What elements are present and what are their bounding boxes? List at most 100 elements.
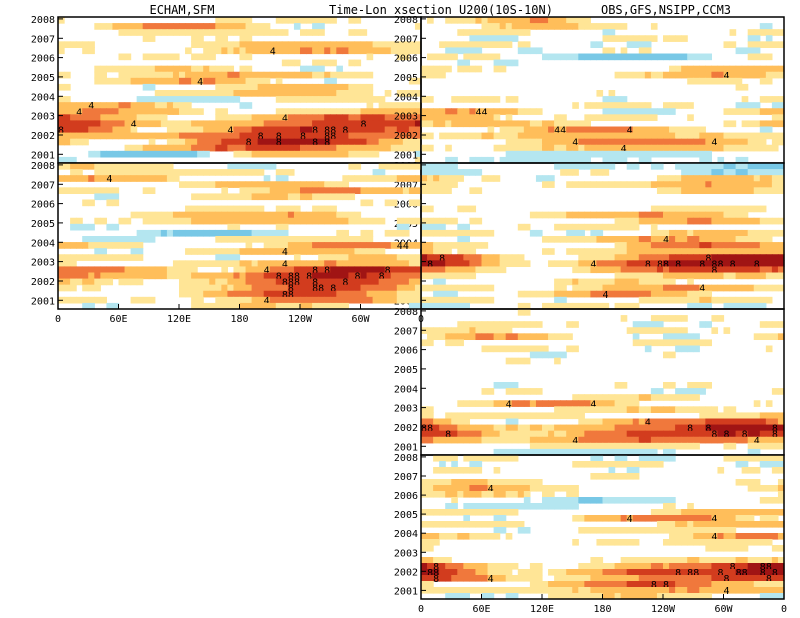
x-tick-label: 120W bbox=[288, 314, 313, 325]
heatmap-cell bbox=[239, 296, 247, 304]
heatmap-cell bbox=[620, 527, 628, 534]
heatmap-cell bbox=[620, 430, 628, 438]
heatmap-cell bbox=[705, 248, 712, 255]
heatmap-cell bbox=[469, 242, 477, 249]
heatmap-cell bbox=[632, 327, 640, 334]
heatmap-cell bbox=[263, 284, 271, 292]
heatmap-cell bbox=[777, 581, 785, 588]
heatmap-cell bbox=[596, 90, 604, 97]
heatmap-cell bbox=[596, 278, 604, 286]
x-tick-label: 60E bbox=[472, 604, 490, 615]
heatmap-cell bbox=[499, 345, 507, 353]
heatmap-cell bbox=[233, 254, 241, 261]
heatmap-cell bbox=[644, 448, 652, 456]
heatmap-cell bbox=[717, 587, 725, 594]
heatmap-cell bbox=[58, 187, 65, 195]
heatmap-cell bbox=[717, 412, 725, 420]
heatmap-cell bbox=[293, 236, 301, 243]
heatmap-cell bbox=[596, 102, 604, 109]
heatmap-cell bbox=[233, 150, 241, 158]
heatmap-cell bbox=[396, 53, 404, 61]
heatmap-cell bbox=[687, 575, 694, 582]
heatmap-cell bbox=[281, 242, 289, 249]
heatmap-cell bbox=[656, 339, 664, 347]
heatmap-cell bbox=[100, 163, 107, 170]
heatmap-cell bbox=[191, 211, 198, 219]
heatmap-cell bbox=[663, 593, 670, 600]
heatmap-cell bbox=[469, 29, 477, 36]
heatmap-cell bbox=[644, 53, 652, 61]
heatmap-cell bbox=[735, 229, 743, 237]
heatmap-cell bbox=[281, 248, 289, 255]
heatmap-cell bbox=[656, 461, 664, 468]
heatmap-cell bbox=[632, 497, 640, 504]
heatmap-cell bbox=[275, 138, 283, 146]
heatmap-cell bbox=[650, 248, 658, 255]
heatmap-cell bbox=[281, 211, 289, 219]
heatmap-cell bbox=[753, 169, 761, 176]
contour-label: 8 bbox=[663, 259, 669, 270]
heatmap-cell bbox=[499, 156, 507, 164]
heatmap-cell bbox=[402, 223, 410, 231]
heatmap-cell bbox=[717, 284, 725, 292]
heatmap-cell bbox=[499, 41, 507, 49]
heatmap-cell bbox=[578, 593, 585, 600]
heatmap-cell bbox=[148, 108, 156, 115]
heatmap-cell bbox=[427, 53, 434, 61]
heatmap-cell bbox=[390, 126, 398, 134]
heatmap-cell bbox=[263, 132, 271, 140]
heatmap-cell bbox=[330, 217, 337, 225]
heatmap-cell bbox=[330, 77, 337, 85]
heatmap-cell bbox=[82, 302, 89, 310]
heatmap-cell bbox=[566, 593, 573, 600]
heatmap-cell bbox=[620, 284, 628, 292]
heatmap-cell bbox=[602, 236, 610, 243]
heatmap-cell bbox=[560, 114, 567, 122]
heatmap-cell bbox=[699, 569, 706, 576]
heatmap-cell bbox=[505, 485, 513, 492]
heatmap-cell bbox=[747, 138, 755, 146]
heatmap-cell bbox=[584, 156, 591, 164]
heatmap-cell bbox=[493, 424, 501, 432]
heatmap-cell bbox=[729, 144, 737, 152]
heatmap-cell bbox=[542, 211, 549, 219]
heatmap-cell bbox=[638, 278, 646, 286]
heatmap-cell bbox=[275, 242, 283, 249]
heatmap-cell bbox=[675, 217, 682, 225]
heatmap-cell bbox=[747, 260, 755, 268]
heatmap-cell bbox=[245, 193, 253, 201]
heatmap-cell bbox=[154, 114, 162, 122]
heatmap-cell bbox=[578, 400, 585, 407]
heatmap-cell bbox=[445, 302, 452, 310]
heatmap-cell bbox=[100, 126, 107, 134]
heatmap-cell bbox=[747, 284, 755, 292]
heatmap-cell bbox=[427, 248, 434, 255]
heatmap-cell bbox=[306, 193, 313, 201]
heatmap-cell bbox=[572, 138, 579, 146]
heatmap-cell bbox=[584, 515, 591, 522]
heatmap-cell bbox=[251, 169, 259, 176]
heatmap-cell bbox=[572, 223, 579, 231]
heatmap-cell bbox=[632, 223, 640, 231]
heatmap-cell bbox=[687, 515, 694, 522]
heatmap-cell bbox=[517, 17, 525, 24]
heatmap-cell bbox=[287, 138, 295, 146]
heatmap-cell bbox=[384, 272, 392, 280]
heatmap-cell bbox=[227, 217, 235, 225]
heatmap-cell bbox=[535, 581, 543, 588]
heatmap-cell bbox=[717, 169, 725, 176]
heatmap-cell bbox=[747, 557, 755, 564]
heatmap-cell bbox=[293, 254, 301, 261]
heatmap-cell bbox=[451, 436, 458, 444]
heatmap-cell bbox=[596, 223, 604, 231]
heatmap-cell bbox=[523, 575, 531, 582]
heatmap-cell bbox=[112, 102, 120, 109]
heatmap-cell bbox=[166, 29, 174, 36]
heatmap-cell bbox=[324, 181, 331, 188]
heatmap-cell bbox=[711, 509, 719, 516]
heatmap-cell bbox=[777, 71, 785, 79]
heatmap-cell bbox=[306, 96, 313, 103]
heatmap-cell bbox=[723, 144, 731, 152]
heatmap-cell bbox=[656, 593, 664, 600]
heatmap-cell bbox=[650, 266, 658, 274]
